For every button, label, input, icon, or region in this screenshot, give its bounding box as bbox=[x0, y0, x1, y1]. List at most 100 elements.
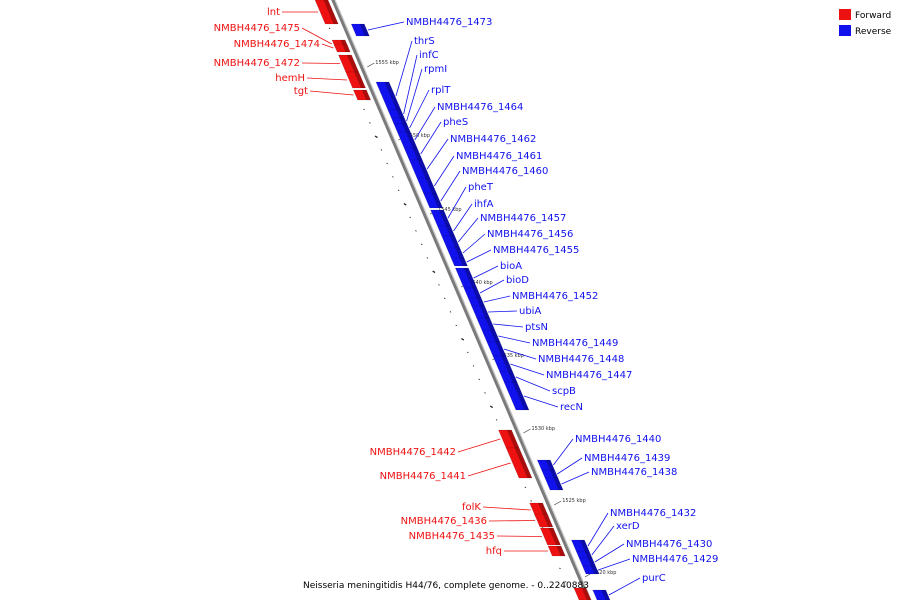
reverse-gene-nmbh4476-1447-shade bbox=[501, 356, 513, 372]
reverse-gene-nmbh4476-1438-shade bbox=[553, 478, 564, 490]
reverse-gene-nmbh4476-1462-shade bbox=[417, 160, 430, 178]
reverse-gene-nmbh4476-1449-shade bbox=[490, 330, 500, 342]
reverse-gene-nmbh4476-1464-shade bbox=[405, 132, 418, 148]
backbone-highlight bbox=[334, 0, 592, 600]
leader-line bbox=[488, 310, 518, 313]
reverse-gene-xerd-shade bbox=[584, 552, 593, 558]
reverse-gene-nmbh4476-1461-shade bbox=[425, 178, 437, 194]
minor-tick bbox=[484, 392, 486, 394]
scale-tick-mark bbox=[523, 428, 531, 434]
gene-label-rpmi: rpmI bbox=[424, 64, 447, 75]
minor-tick bbox=[530, 500, 532, 502]
minor-tick bbox=[495, 419, 498, 421]
leader-line bbox=[503, 348, 537, 360]
gene-label-nmbh4476-1441: NMBH4476_1441 bbox=[380, 471, 466, 482]
gene-label-rplt: rplT bbox=[431, 85, 451, 96]
minor-tick bbox=[369, 122, 371, 124]
reverse-gene-nmbh4476-1460 bbox=[423, 193, 444, 209]
minor-tick bbox=[415, 230, 417, 232]
reverse-gene-nmbh4476-1432-shade bbox=[579, 540, 590, 552]
minor-tick bbox=[489, 405, 494, 409]
forward-gene-hfq bbox=[547, 545, 566, 557]
gene-label-nmbh4476-1461: NMBH4476_1461 bbox=[456, 151, 542, 162]
gene-label-nmbh4476-1449: NMBH4476_1449 bbox=[532, 338, 618, 349]
gene-label-scpb: scpB bbox=[552, 386, 576, 397]
reverse-gene-nmbh4476-1439-shade bbox=[549, 470, 558, 478]
leader-line bbox=[426, 138, 449, 170]
forward-gene-nmbh4476-1436-shade bbox=[542, 514, 553, 527]
legend-reverse-label: Reverse bbox=[855, 27, 892, 37]
gene-label-nmbh4476-1473: NMBH4476_1473 bbox=[406, 17, 492, 28]
legend: Forward Reverse bbox=[839, 9, 892, 37]
gene-label-nmbh4476-1452: NMBH4476_1452 bbox=[512, 291, 598, 302]
leader-line bbox=[440, 170, 461, 202]
leader-line bbox=[457, 217, 479, 243]
scale-tick-label: 1540 kbp bbox=[469, 280, 493, 286]
leader-line bbox=[462, 233, 486, 254]
leader-line bbox=[466, 249, 492, 263]
gene-label-xerd: xerD bbox=[616, 521, 640, 532]
reverse-gene-rplt-shade bbox=[402, 124, 411, 132]
reverse-gene-ihfa-shade bbox=[445, 226, 455, 236]
minor-tick bbox=[524, 486, 527, 489]
reverse-gene-phes-shade bbox=[412, 148, 423, 160]
minor-tick bbox=[380, 149, 383, 151]
reverse-gene-nmbh4476-1440-shade bbox=[545, 460, 555, 470]
gene-label-nmbh4476-1435: NMBH4476_1435 bbox=[409, 531, 495, 542]
minor-tick bbox=[432, 270, 436, 274]
gene-label-nmbh4476-1457: NMBH4476_1457 bbox=[480, 213, 566, 224]
reverse-gene-nmbh4476-1452-shade bbox=[476, 298, 485, 306]
gene-label-nmbh4476-1475: NMBH4476_1475 bbox=[214, 23, 300, 34]
scale-tick-mark bbox=[367, 62, 375, 68]
leader-line bbox=[309, 90, 354, 96]
minor-tick bbox=[461, 337, 465, 341]
gene-label-lnt: lnt bbox=[267, 7, 280, 18]
gene-label-nmbh4476-1439: NMBH4476_1439 bbox=[584, 453, 670, 464]
leader-line bbox=[496, 535, 542, 537]
forward-gene-partial-shade bbox=[581, 588, 592, 600]
minor-tick bbox=[564, 581, 567, 583]
gene-label-nmbh4476-1460: NMBH4476_1460 bbox=[462, 166, 548, 177]
leader-line bbox=[395, 40, 413, 97]
gene-label-nmbh4476-1447: NMBH4476_1447 bbox=[546, 370, 632, 381]
forward-gene-tgt bbox=[353, 89, 371, 101]
leader-line bbox=[498, 335, 531, 344]
gene-label-folk: folK bbox=[462, 502, 481, 513]
leader-line bbox=[553, 438, 574, 466]
minor-tick bbox=[443, 297, 446, 300]
reverse-gene-scpb-shade bbox=[508, 372, 517, 382]
gene-label-nmbh4476-1440: NMBH4476_1440 bbox=[575, 434, 661, 445]
reverse-gene-rpmi-shade bbox=[399, 118, 407, 124]
reverse-gene-ptsn-shade bbox=[485, 318, 495, 330]
gene-label-nmbh4476-1464: NMBH4476_1464 bbox=[437, 102, 523, 113]
gene-label-biod: bioD bbox=[506, 275, 529, 286]
gene-label-nmbh4476-1448: NMBH4476_1448 bbox=[538, 354, 624, 365]
forward-gene-hemh-shade bbox=[354, 72, 366, 88]
reverse-gene-infc-shade bbox=[396, 110, 405, 118]
reverse-gene-nmbh4476-1455-shade bbox=[459, 258, 468, 266]
gene-label-phet: pheT bbox=[468, 182, 494, 193]
gene-label-nmbh4476-1472: NMBH4476_1472 bbox=[214, 58, 300, 69]
forward-gene-tgt-shade bbox=[361, 90, 371, 100]
gene-label-hemh: hemH bbox=[275, 73, 305, 84]
leader-line bbox=[608, 577, 641, 596]
reverse-gene-nmbh4476-1473-shade bbox=[359, 24, 370, 36]
forward-gene-nmbh4476-1436 bbox=[534, 513, 554, 528]
leader-line bbox=[467, 462, 511, 477]
leader-line bbox=[557, 457, 583, 475]
leader-line bbox=[515, 376, 551, 392]
forward-gene-nmbh4476-1474-shade bbox=[342, 44, 351, 52]
reverse-gene-nmbh4476-1438 bbox=[544, 477, 564, 491]
gene-label-nmbh4476-1462: NMBH4476_1462 bbox=[450, 134, 536, 145]
reverse-gene-recn bbox=[503, 381, 530, 411]
gene-label-ihfa: ihfA bbox=[474, 199, 494, 210]
minor-tick bbox=[466, 351, 469, 354]
leader-line bbox=[591, 525, 615, 556]
reverse-gene-ubia-shade bbox=[480, 306, 490, 318]
leader-line bbox=[367, 21, 405, 31]
reverse-gene-nmbh4476-1473 bbox=[350, 23, 370, 37]
forward-gene-nmbh4476-1435-shade bbox=[548, 528, 561, 545]
leader-line bbox=[479, 279, 505, 294]
legend-reverse-swatch bbox=[839, 25, 851, 36]
